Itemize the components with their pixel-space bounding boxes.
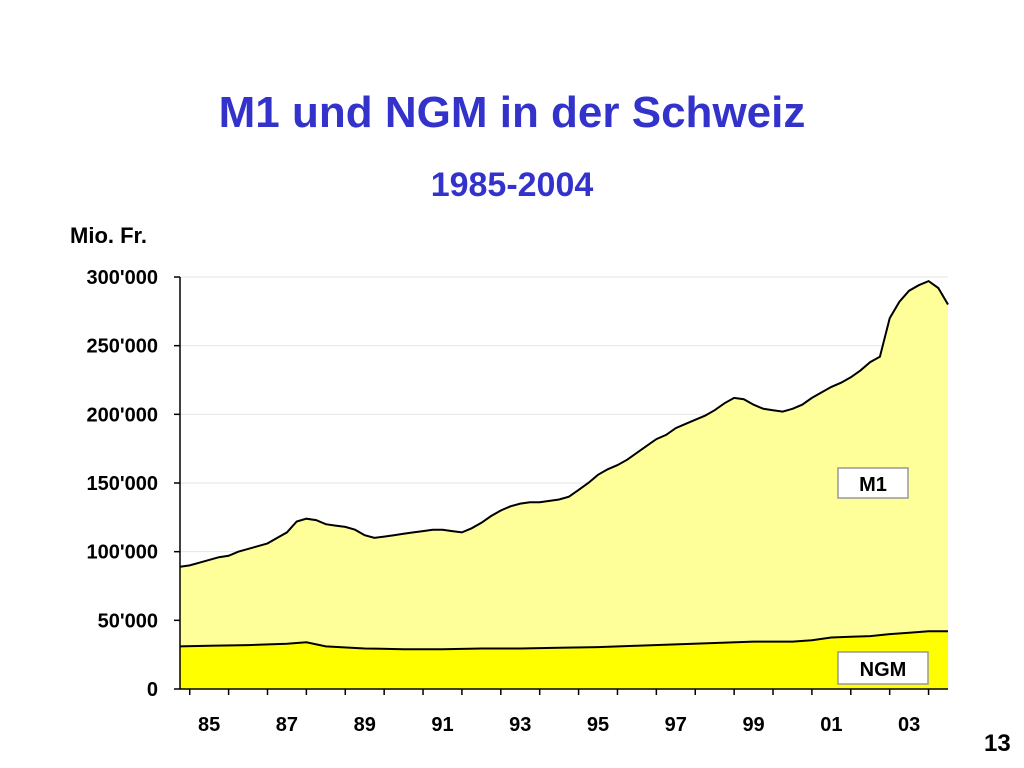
series-m1-line xyxy=(179,279,949,568)
x-tick-label: 03 xyxy=(898,714,920,736)
series-label-m1-box xyxy=(837,467,909,499)
x-tick-labels: 85 87 89 91 93 95 97 99 01 03 xyxy=(188,689,930,736)
x-tick-label: 91 xyxy=(431,714,453,736)
x-tick-label: 89 xyxy=(354,714,376,736)
y-tick-labels: 0 50'000 100'000 150'000 200'000 250'000 300'0… xyxy=(87,267,180,701)
series-ngm-area xyxy=(180,631,948,689)
y-tick-label: 250'000 xyxy=(87,336,159,358)
y-tick-label: 50'000 xyxy=(98,610,158,632)
x-tick-label: 99 xyxy=(742,714,764,736)
series-label-m1: M1 xyxy=(837,467,909,499)
x-tick-label: 01 xyxy=(820,714,842,736)
y-axis-unit-label: Mio. Fr. xyxy=(70,223,147,248)
chart-subtitle: 1985-2004 xyxy=(430,166,594,204)
x-tick-label: 95 xyxy=(587,714,609,736)
x-tick-label: 97 xyxy=(665,714,687,736)
series-label-ngm-text: NGM xyxy=(860,659,907,681)
x-tick-label: 87 xyxy=(276,714,298,736)
series-ngm-line xyxy=(179,630,948,651)
y-tick-label: 300'000 xyxy=(87,267,159,289)
y-tick-label: 100'000 xyxy=(87,542,159,564)
y-tick-label: 0 xyxy=(147,679,158,701)
series-m1-area xyxy=(180,281,948,689)
chart-title: M1 und NGM in der Schweiz xyxy=(218,88,806,137)
series-label-ngm-box xyxy=(837,651,929,685)
x-tick-label: 85 xyxy=(198,714,220,736)
series-label-m1-text: M1 xyxy=(859,474,887,496)
series-label-ngm: NGM xyxy=(837,651,929,685)
y-tick-label: 200'000 xyxy=(87,404,159,426)
x-tick-label: 93 xyxy=(509,714,531,736)
page-number: 13 xyxy=(984,730,1011,757)
y-tick-label: 150'000 xyxy=(87,473,159,495)
